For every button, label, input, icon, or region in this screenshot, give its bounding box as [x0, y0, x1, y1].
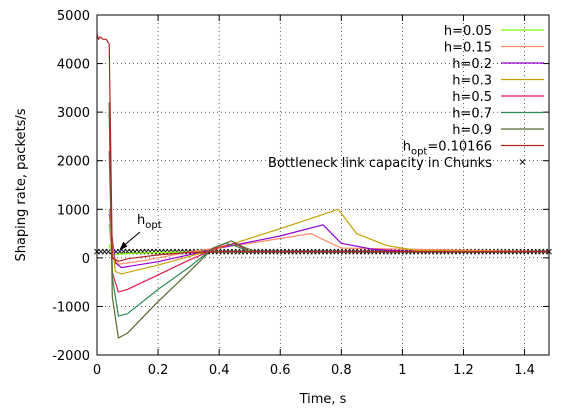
- y-tick-label: 2000: [57, 155, 90, 170]
- series-line: [108, 208, 550, 275]
- legend-label: h=0.7: [452, 107, 492, 122]
- legend-label: h=0.9: [452, 123, 492, 138]
- legend-label: h=0.5: [452, 90, 492, 105]
- y-tick-label: 5000: [57, 9, 90, 24]
- x-tick-label: 0: [93, 363, 101, 378]
- x-tick-label: 0.4: [209, 363, 230, 378]
- y-axis-title: Shaping rate, packets/s: [14, 108, 29, 261]
- y-tick-label: -2000: [52, 349, 90, 364]
- x-tick-label: 0.6: [270, 363, 291, 378]
- legend-label: hopt=0.10166: [403, 140, 492, 158]
- series-line: [108, 112, 550, 317]
- legend: h=0.05 h=0.15h=0.2 h=0.3h=0.5 h=0.7h=0.9 hop…: [268, 24, 544, 171]
- x-axis-title: Time, s: [299, 392, 347, 407]
- grid: [97, 15, 549, 355]
- y-tick-label: -1000: [52, 300, 90, 315]
- legend-label: h=0.2: [452, 57, 492, 72]
- legend-label: h=0.05: [444, 24, 492, 39]
- annotation-arrow-head: [119, 241, 128, 251]
- series-line: [108, 214, 550, 269]
- series-line: [108, 102, 550, 339]
- x-tick-label: 1.4: [514, 363, 535, 378]
- x-tick-label: 1.2: [453, 363, 474, 378]
- legend-label: Bottleneck link capacity in Chunks: [268, 156, 492, 171]
- plot-frame: [96, 14, 550, 356]
- x-tick-label: 1: [398, 363, 406, 378]
- series-line: [108, 150, 550, 293]
- y-tick-label: 1000: [57, 203, 90, 218]
- y-tick-label: 0: [82, 252, 90, 267]
- legend-label: h=0.15: [444, 41, 492, 56]
- ticks: 0 0.2 0.4 0.6 0.8 1 1.2 1.4 -2000 -1000 0 1000 2000 3…: [52, 9, 549, 378]
- y-tick-label: 4000: [57, 58, 90, 73]
- x-tick-label: 0.2: [148, 363, 169, 378]
- x-tick-label: 0.8: [331, 363, 352, 378]
- series-lines: [96, 34, 550, 339]
- y-tick-label: 3000: [57, 106, 90, 121]
- legend-label: h=0.3: [452, 74, 492, 89]
- annotation: hopt: [119, 213, 162, 251]
- series-line: [96, 34, 549, 262]
- legend-capacity-marker: [519, 159, 526, 165]
